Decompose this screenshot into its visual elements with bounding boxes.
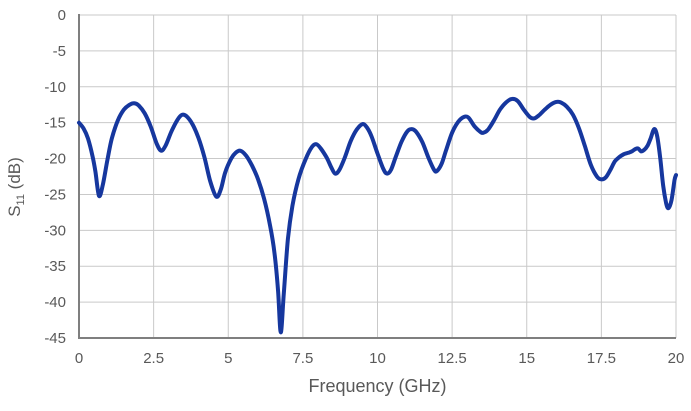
y-axis-title-sub: 11: [15, 194, 28, 206]
y-axis-title-base: S: [4, 205, 24, 217]
y-tick-label: -40: [44, 294, 66, 311]
x-tick-label: 0: [75, 350, 83, 367]
y-axis-title-rest: (dB): [4, 157, 24, 195]
x-tick-label: 20: [668, 350, 685, 367]
y-tick-label: -25: [44, 186, 66, 203]
y-tick-label: -30: [44, 222, 66, 239]
x-tick-label: 15: [518, 350, 535, 367]
y-tick-label: -15: [44, 115, 66, 132]
y-tick-label: -35: [44, 258, 66, 275]
y-tick-label: -10: [44, 79, 66, 96]
x-tick-label: 5: [224, 350, 232, 367]
x-tick-label: 17.5: [587, 350, 616, 367]
s11-trace: [77, 96, 678, 335]
y-axis-title: S11 (dB): [5, 157, 27, 217]
x-tick-label: 7.5: [292, 350, 313, 367]
x-axis-title: Frequency (GHz): [308, 376, 447, 396]
y-tick-label: 0: [58, 7, 66, 24]
y-tick-label: -5: [53, 43, 66, 60]
x-tick-label: 12.5: [438, 350, 467, 367]
y-tick-label: -45: [44, 330, 66, 347]
x-tick-label: 2.5: [143, 350, 164, 367]
x-tick-label: 10: [369, 350, 386, 367]
y-tick-label: -20: [44, 151, 66, 168]
